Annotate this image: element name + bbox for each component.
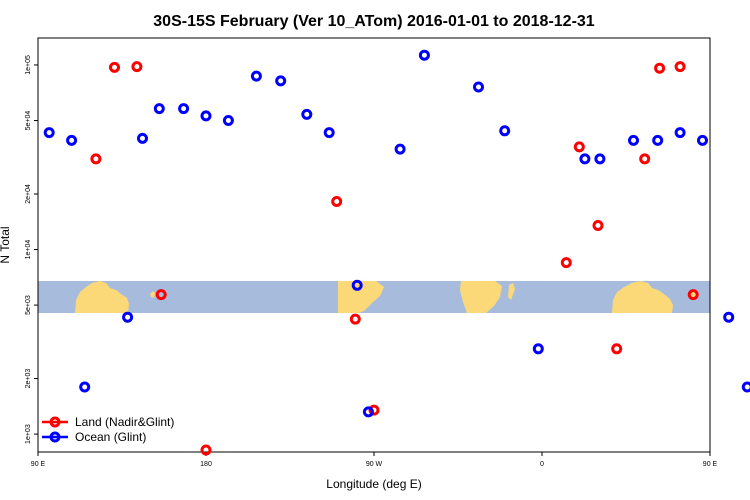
land-africa (460, 281, 502, 313)
land-point (331, 196, 343, 207)
land-point (654, 62, 666, 74)
plot-frame (37, 37, 711, 453)
ocean-point (153, 103, 165, 115)
ocean-point (697, 134, 708, 146)
ocean-point (178, 103, 190, 115)
ocean-point (674, 127, 686, 139)
ocean-point (301, 108, 313, 120)
y-tick-label: 1e+05 (25, 55, 32, 75)
land-point (560, 257, 572, 269)
ocean-point (394, 143, 406, 155)
land-new-zealand (150, 291, 155, 298)
x-tick-label: 90 E (31, 461, 46, 468)
ocean-point (66, 134, 78, 146)
x-axis-ticks: 90 E 180 90 W 0 90 E (31, 452, 718, 468)
land-point (639, 153, 651, 165)
y-tick-label: 2e+04 (25, 184, 32, 204)
x-axis-label: Longitude (deg E) (326, 477, 421, 491)
y-tick-label: 1e+03 (25, 424, 32, 444)
ocean-point (79, 381, 91, 393)
data-points (43, 49, 750, 456)
land-point (368, 404, 380, 416)
ocean-point (628, 134, 639, 146)
x-tick-label: 90 E (703, 461, 718, 468)
ocean-point (418, 49, 430, 61)
y-tick-label: 2e+03 (25, 369, 32, 389)
land-point (349, 313, 361, 325)
ocean-point (250, 70, 262, 82)
land-point (200, 444, 212, 456)
land-point (573, 141, 585, 153)
legend-marker-land (49, 416, 61, 428)
legend-label-ocean: Ocean (Glint) (75, 430, 146, 444)
y-tick-label: 5e+04 (25, 111, 32, 131)
chart-title: 30S-15S February (Ver 10_ATom) 2016-01-0… (153, 13, 595, 30)
ocean-point (532, 343, 544, 355)
ocean-point (222, 115, 234, 126)
legend-label-land: Land (Nadir&Glint) (75, 415, 174, 429)
ocean-point (275, 75, 287, 87)
land-madagascar (508, 283, 515, 300)
ocean-point (652, 134, 664, 146)
ocean-point (579, 153, 591, 165)
ocean-point (43, 127, 55, 139)
land-point (611, 343, 623, 355)
x-tick-label: 90 W (366, 461, 383, 468)
ocean-point (351, 279, 363, 291)
land-point (109, 61, 120, 73)
y-axis-ticks: 1e+03 2e+03 5e+03 1e+04 2e+04 5e+04 1e+05 (25, 55, 38, 444)
land-point (131, 61, 143, 73)
ocean-point (122, 311, 134, 323)
legend: Land (Nadir&Glint) Ocean (Glint) (42, 415, 174, 444)
ocean-point (137, 132, 148, 144)
land-australia-left (75, 281, 129, 313)
land-point (687, 289, 699, 301)
ocean-point (741, 381, 750, 393)
y-tick-label: 1e+04 (25, 240, 32, 260)
land-south-america (338, 281, 384, 313)
x-tick-label: 0 (540, 461, 544, 468)
land-point (592, 220, 604, 231)
legend-marker-ocean (49, 431, 61, 443)
y-axis-label: N Total (0, 226, 12, 263)
ocean-point (723, 311, 735, 323)
ocean-point (473, 81, 484, 93)
ocean-point (200, 110, 212, 122)
land-point (674, 61, 686, 73)
ocean-point (594, 153, 606, 165)
ocean-point (499, 125, 511, 137)
land-point (155, 289, 167, 301)
x-tick-label: 180 (200, 461, 212, 468)
world-map-band (38, 281, 710, 313)
land-australia-right (612, 281, 673, 313)
land-point (90, 153, 102, 165)
y-tick-label: 5e+03 (25, 295, 32, 315)
ocean-point (362, 406, 374, 418)
ocean-point (323, 127, 335, 139)
